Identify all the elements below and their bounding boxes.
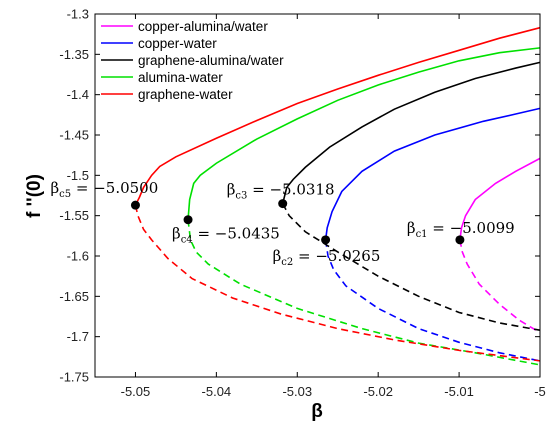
critical-label-value: = <box>193 225 215 243</box>
critical-label-value: = <box>428 219 450 237</box>
legend-label: graphene-water <box>138 87 233 102</box>
critical-points <box>130 199 465 245</box>
x-tick-label: -5 <box>534 384 546 399</box>
x-tick-label: -5.03 <box>282 384 312 399</box>
plot-frame <box>94 13 541 378</box>
critical-point-c2 <box>321 235 331 245</box>
y-axis-label: f ''(0) <box>24 174 45 218</box>
x-tick-label: -5.04 <box>202 384 232 399</box>
critical-point-c1 <box>455 235 465 245</box>
y-tick-label: -1.4 <box>67 87 89 102</box>
legend-label: alumina-water <box>138 70 223 85</box>
y-tick-label: -1.45 <box>59 128 89 143</box>
critical-label-value: = <box>71 179 93 197</box>
x-tick-label: -5.02 <box>363 384 393 399</box>
critical-label-c3: βc3 = −5.0318 <box>227 181 335 202</box>
critical-label-subscript: c4 <box>181 235 193 246</box>
axis-ticks: -5.05 -5.04 -5.03 -5.02 -5.01 -5 -1.3 -1.35 -1.4… <box>59 7 545 400</box>
critical-point-c3 <box>278 199 288 209</box>
x-tick-label: -5.01 <box>444 384 474 399</box>
legend-label: graphene-alumina/water <box>138 53 284 68</box>
y-tick-label: -1.5 <box>67 168 89 183</box>
critical-value: −5.0500 <box>93 179 158 197</box>
critical-label-subscript: c3 <box>235 191 247 202</box>
critical-label-subscript: c1 <box>416 229 428 240</box>
x-axis-label: β <box>311 401 323 422</box>
critical-label-subscript: c5 <box>59 189 71 200</box>
series-line-upper-copper-alumina-water <box>459 157 541 240</box>
y-tick-label: -1.35 <box>59 47 89 62</box>
critical-point-c5 <box>130 200 140 210</box>
critical-point-c4 <box>183 215 193 225</box>
y-tick-label: -1.65 <box>59 289 89 304</box>
critical-label-value: = <box>293 247 315 265</box>
critical-label-c4: βc4 = −5.0435 <box>172 225 280 246</box>
critical-label-c1: βc1 = −5.0099 <box>407 219 515 240</box>
series-line-upper-copper-water <box>324 107 541 240</box>
series-line-lower-graphene-water <box>134 204 541 362</box>
legend-label: copper-water <box>138 36 217 51</box>
y-tick-label: -1.6 <box>67 249 89 264</box>
y-tick-label: -1.75 <box>59 370 89 385</box>
series-line-upper-graphene-alumina-water <box>281 61 541 204</box>
legend: copper-alumina/water copper-water graphene… <box>101 19 284 102</box>
legend-label: copper-alumina/water <box>138 19 268 34</box>
x-tick-label: -5.05 <box>121 384 151 399</box>
critical-annotations: βc5 = −5.0500 βc4 = −5.0435 βc3 = −5.0318 β… <box>50 179 514 268</box>
critical-label-c2: βc2 = −5.0265 <box>273 247 381 268</box>
series-lines <box>134 26 541 366</box>
series-line-lower-copper-alumina-water <box>459 239 541 334</box>
y-tick-label: -1.7 <box>67 329 89 344</box>
critical-value: −5.0318 <box>269 181 334 199</box>
series-line-lower-graphene-alumina-water <box>282 203 541 331</box>
critical-label-subscript: c2 <box>281 257 293 268</box>
critical-value: −5.0265 <box>315 247 380 265</box>
critical-value: −5.0099 <box>450 219 515 237</box>
series-line-upper-graphene-water <box>134 26 541 206</box>
y-tick-label: -1.3 <box>67 7 89 22</box>
series-line-upper-alumina-water <box>187 47 541 220</box>
y-tick-label: -1.55 <box>59 208 89 223</box>
critical-label-value: = <box>247 181 269 199</box>
critical-value: −5.0435 <box>215 225 280 243</box>
critical-label-c5: βc5 = −5.0500 <box>50 179 158 200</box>
